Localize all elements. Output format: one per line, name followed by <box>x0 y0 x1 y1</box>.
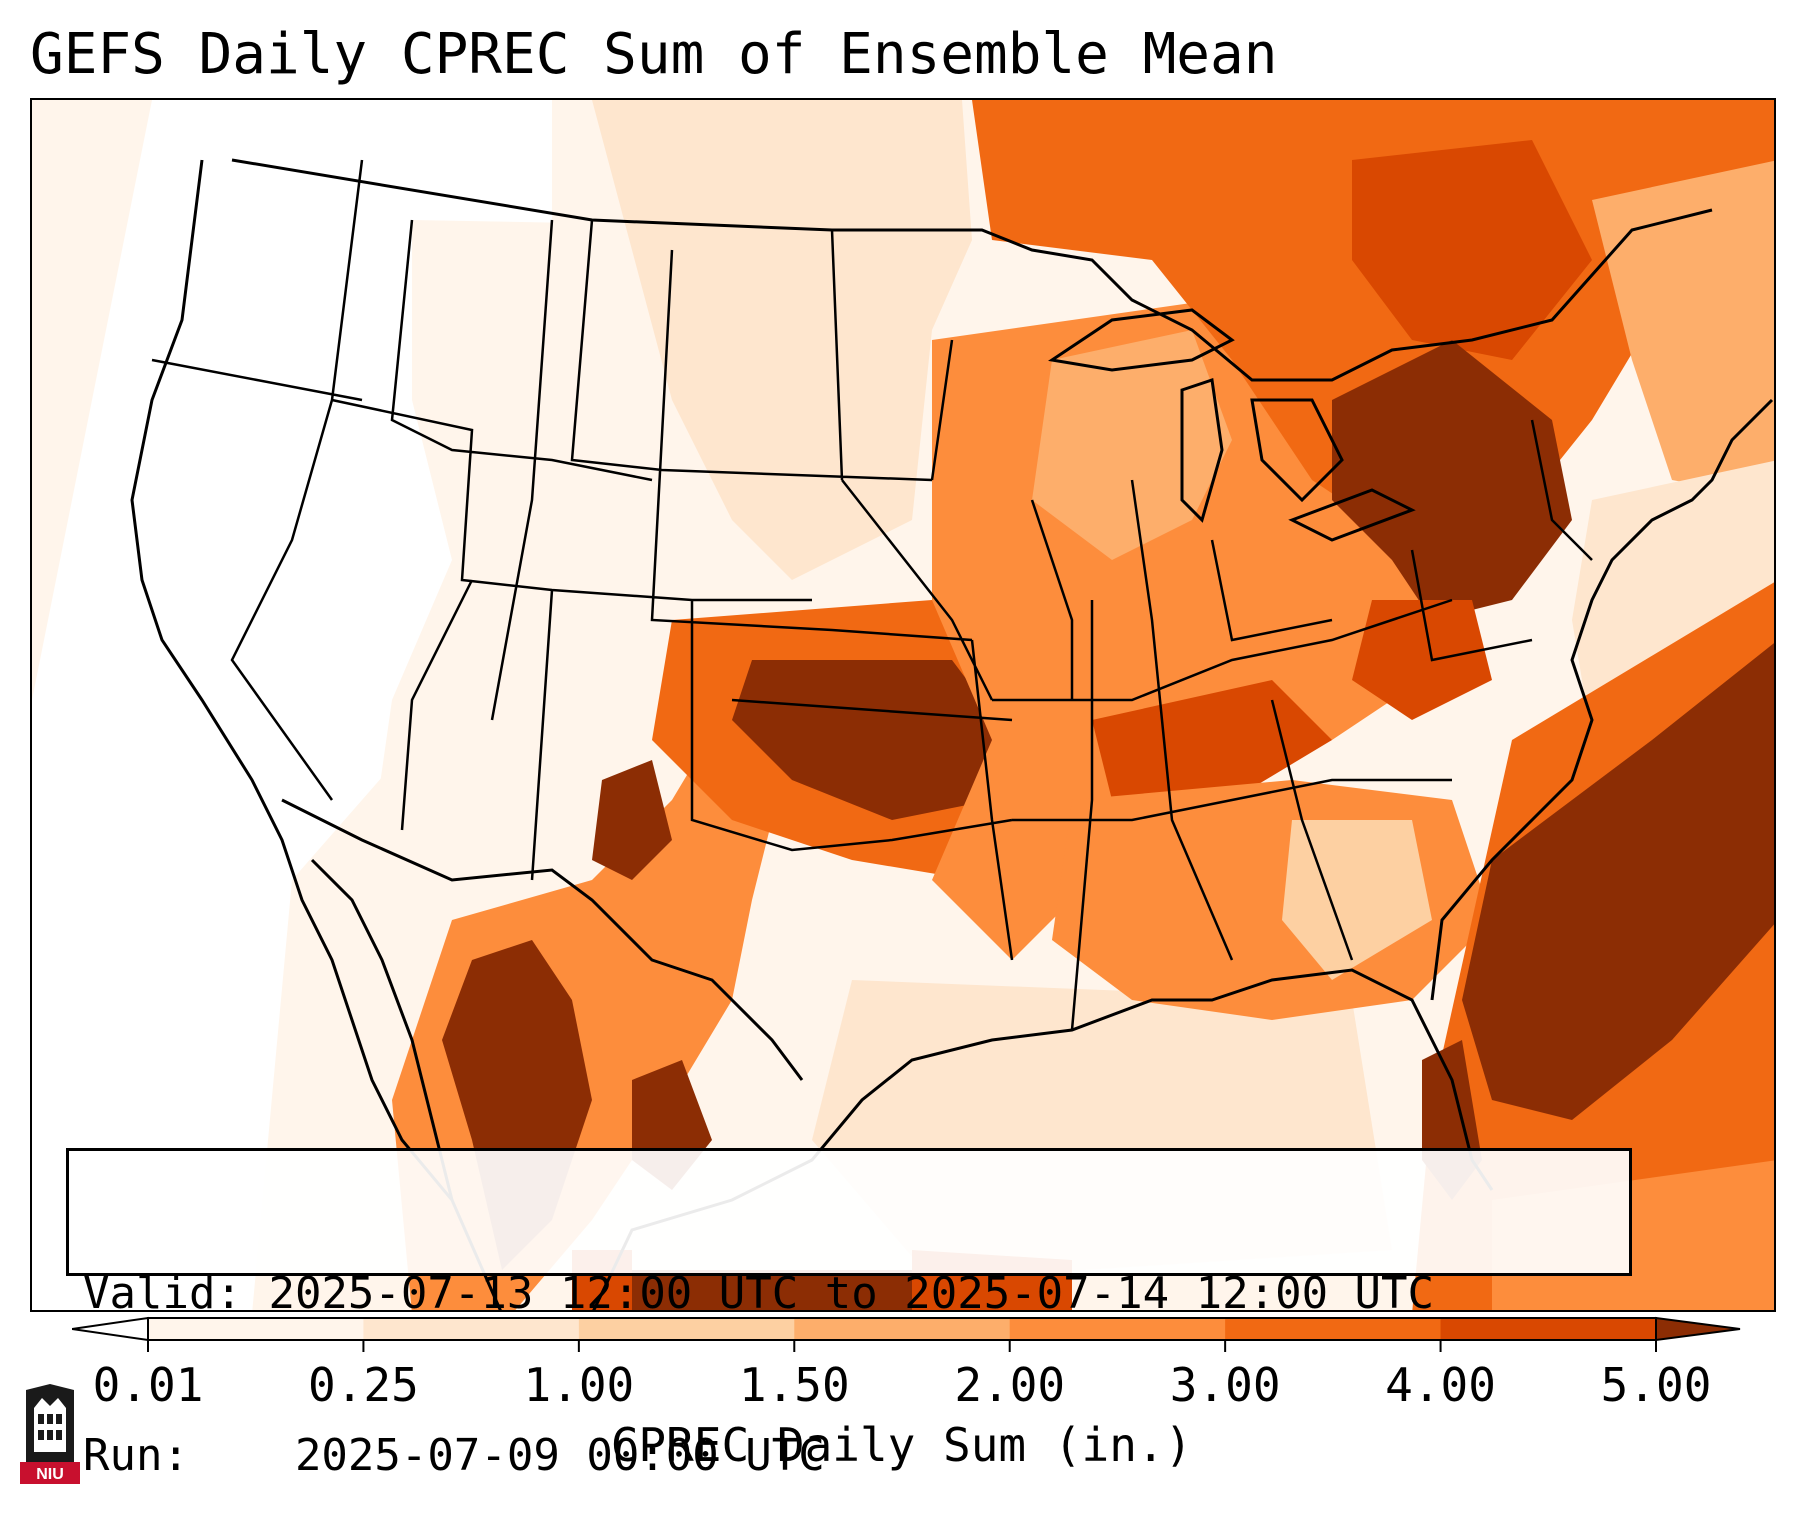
baja-coastline <box>310 858 454 1201</box>
colorbar-outline <box>147 1317 1657 1341</box>
precip-map <box>30 98 1776 1312</box>
colorbar-tick-label: 0.25 <box>308 1358 419 1412</box>
canada-east-core <box>1352 140 1592 360</box>
mexico-south-core <box>632 1270 912 1310</box>
light-band-plains-2 <box>592 100 972 580</box>
georgia-light <box>1282 820 1432 980</box>
colorbar-segment <box>578 1318 795 1340</box>
midwest-light <box>1032 330 1232 560</box>
niu-logo-banner <box>20 1462 80 1484</box>
atlantic-core <box>1462 643 1774 1120</box>
east-coastline <box>1430 398 1774 1001</box>
valid-label: Valid: <box>83 1268 242 1319</box>
colorbar-tick-label: 2.00 <box>954 1358 1066 1412</box>
lake-huron <box>1250 398 1344 503</box>
run-label: Run: <box>83 1430 189 1481</box>
colorbar-tick-label: 5.00 <box>1600 1358 1712 1412</box>
oklahoma-core <box>732 660 1012 820</box>
colorbar-segment <box>148 1318 364 1340</box>
sw-nm-core <box>592 760 672 880</box>
valid-value: 2025-07-13 12:00 UTC to 2025-07-14 12:00… <box>268 1268 1435 1319</box>
colorbar-ticks <box>147 1340 1657 1352</box>
west-coastline <box>130 159 502 1310</box>
run-value: 2025-07-09 00:00 UTC <box>294 1430 825 1481</box>
colorbar-segment <box>794 1318 1011 1340</box>
colorbar-tick-label: 0.01 <box>92 1358 204 1412</box>
west-virginia-core <box>1352 600 1492 720</box>
colorbar-segments <box>72 1316 1741 1342</box>
colorbar-tick-label: 3.00 <box>1169 1358 1281 1412</box>
niu-logo-text: NIU <box>36 1466 64 1483</box>
precip-field <box>32 100 1774 1310</box>
lake-michigan <box>1180 378 1224 523</box>
lake-erie <box>1288 488 1416 542</box>
canada-border <box>231 158 1713 382</box>
validity-info-box: Valid: 2025-07-13 12:00 UTC to 2025-07-1… <box>66 1148 1632 1481</box>
lake-superior <box>1048 308 1235 372</box>
valid-row: Valid: 2025-07-13 12:00 UTC to 2025-07-1… <box>83 1267 1615 1321</box>
colorbar-over-arrow <box>1655 1316 1741 1342</box>
colorbar <box>72 1316 1741 1352</box>
atlantic-light <box>1572 460 1774 740</box>
quebec-light <box>1592 160 1774 500</box>
colorbar-segment <box>1009 1318 1226 1340</box>
state-borders <box>151 159 1593 1031</box>
colorbar-segment <box>1225 1318 1442 1340</box>
colorbar-label: CPREC Daily Sum (in.) <box>610 1418 1193 1472</box>
colorbar-under-arrow <box>72 1316 149 1342</box>
colorbar-segment <box>363 1318 580 1340</box>
tennessee-core <box>1092 680 1332 800</box>
run-row: Run: 2025-07-09 00:00 UTC <box>83 1429 1615 1483</box>
canada-east-orange <box>972 100 1774 560</box>
mexico-border <box>281 798 804 1081</box>
niu-logo-icon: NIU <box>20 1384 80 1484</box>
colorbar-tick-label: 4.00 <box>1385 1358 1496 1412</box>
mid-atlantic-core <box>1332 340 1572 620</box>
colorbar-tick-label: 1.00 <box>523 1358 635 1412</box>
colorbar-segment <box>1440 1318 1657 1340</box>
map-title: GEFS Daily CPREC Sum of Ensemble Mean <box>30 22 1278 87</box>
colorbar-tick-label: 1.50 <box>738 1358 850 1412</box>
